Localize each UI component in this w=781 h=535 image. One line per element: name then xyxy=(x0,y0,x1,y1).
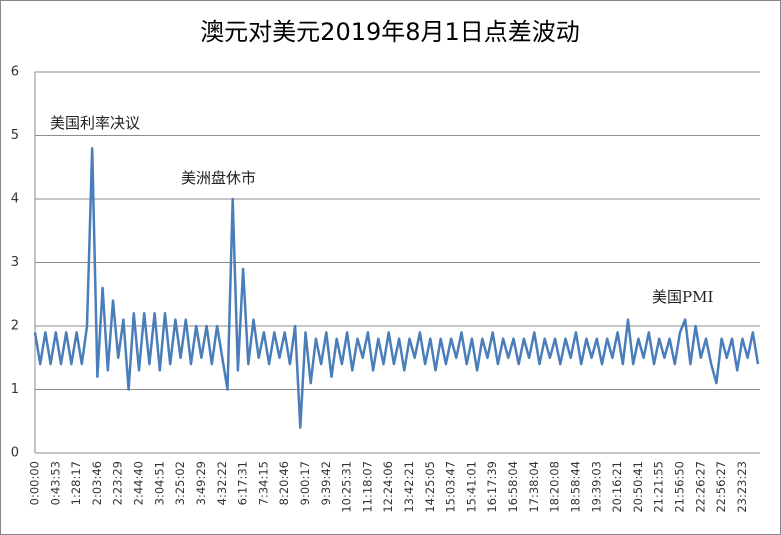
x-tick-label: 7:34:15 xyxy=(256,461,270,505)
x-tick-label: 9:00:17 xyxy=(298,461,312,505)
x-tick-label: 2:23:29 xyxy=(111,461,125,505)
x-tick-label: 8:20:46 xyxy=(277,461,291,505)
y-tick-label: 6 xyxy=(11,65,19,80)
x-tick-label: 14:25:05 xyxy=(423,461,437,513)
x-tick-label: 18:20:08 xyxy=(548,461,562,513)
y-tick-label: 2 xyxy=(11,319,19,334)
annotation: 美国利率决议 xyxy=(50,114,140,132)
x-tick-label: 23:23:23 xyxy=(735,461,749,513)
x-tick-label: 0:43:53 xyxy=(48,461,62,505)
x-tick-label: 0:00:00 xyxy=(28,461,42,505)
annotation: 美洲盘休市 xyxy=(181,169,256,187)
y-tick-label: 0 xyxy=(11,446,19,461)
x-tick-label: 15:41:01 xyxy=(464,461,478,513)
x-tick-label: 9:39:42 xyxy=(319,461,333,505)
y-tick-label: 3 xyxy=(11,255,19,270)
x-tick-label: 20:50:41 xyxy=(631,461,645,513)
y-tick-label: 1 xyxy=(11,382,19,397)
data-line xyxy=(33,146,760,429)
y-tick-label: 5 xyxy=(11,128,19,143)
annotation: 美国PMI xyxy=(652,288,713,306)
x-tick-label: 18:58:44 xyxy=(568,461,582,513)
x-tick-label: 2:44:40 xyxy=(132,461,146,505)
x-tick-label: 11:18:07 xyxy=(360,461,374,513)
x-tick-label: 1:28:17 xyxy=(69,461,83,505)
x-tick-label: 21:21:55 xyxy=(652,461,666,513)
x-tick-label: 19:39:03 xyxy=(589,461,603,513)
x-tick-label: 10:25:31 xyxy=(340,461,354,513)
x-tick-label: 16:17:39 xyxy=(485,461,499,513)
x-tick-label: 22:26:27 xyxy=(693,461,707,513)
x-tick-label: 15:03:47 xyxy=(444,461,458,513)
x-tick-label: 2:03:46 xyxy=(90,461,104,505)
x-tick-label: 16:58:04 xyxy=(506,461,520,513)
x-tick-label: 20:16:21 xyxy=(610,461,624,513)
x-tick-label: 22:56:27 xyxy=(714,461,728,513)
y-tick-label: 4 xyxy=(11,192,19,207)
x-tick-label: 3:49:29 xyxy=(194,461,208,505)
x-tick-label: 6:17:31 xyxy=(236,461,250,505)
x-tick-label: 13:42:21 xyxy=(402,461,416,513)
x-tick-label: 17:38:04 xyxy=(527,461,541,513)
chart-title: 澳元对美元2019年8月1日点差波动 xyxy=(200,18,580,46)
x-tick-label: 21:56:50 xyxy=(672,461,686,513)
x-tick-label: 4:32:22 xyxy=(215,461,229,505)
x-tick-label: 3:25:02 xyxy=(173,461,187,505)
x-tick-label: 3:04:51 xyxy=(152,461,166,505)
x-tick-label: 12:24:06 xyxy=(381,461,395,513)
